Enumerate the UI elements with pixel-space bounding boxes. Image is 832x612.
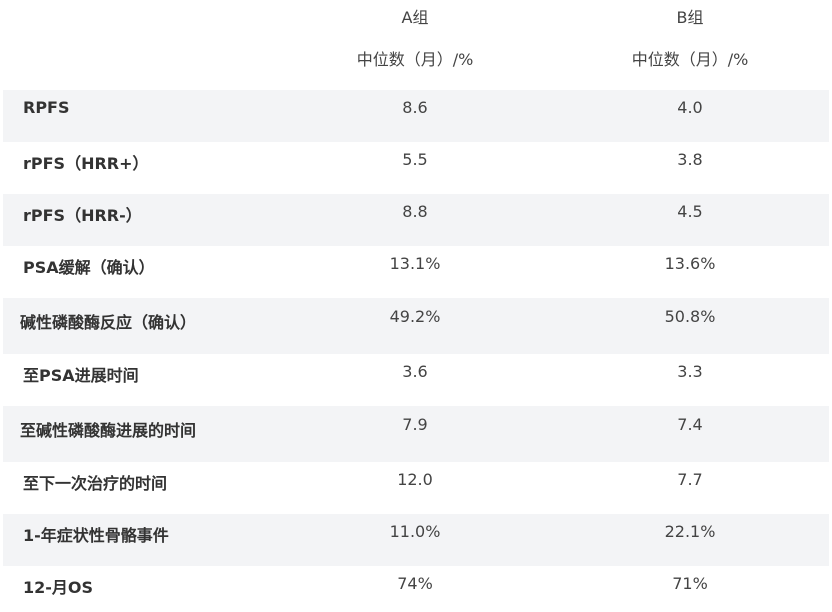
table-row: 至PSA进展时间 3.6 3.3	[3, 354, 829, 406]
group-b-value: 71%	[672, 574, 708, 593]
group-a-value: 3.6	[402, 362, 428, 381]
row-label: 至碱性磷酸酶进展的时间	[20, 421, 197, 440]
column-subheader-group-b: 中位数（月）/%	[631, 50, 749, 69]
group-b-value: 4.5	[677, 202, 703, 221]
group-a-value: 49.2%	[389, 307, 441, 326]
table-row: 12-月OS 74% 71%	[3, 566, 829, 612]
table-row: 至下一次治疗的时间 12.0 7.7	[3, 462, 829, 514]
group-b-value: 22.1%	[664, 522, 716, 541]
group-a-value: 11.0%	[389, 522, 441, 541]
group-b-value: 7.4	[677, 415, 703, 434]
row-label: 至下一次治疗的时间	[23, 474, 168, 493]
group-b-value: 50.8%	[664, 307, 716, 326]
table-row: RPFS 8.6 4.0	[3, 90, 829, 142]
table-row: 碱性磷酸酶反应（确认） 49.2% 50.8%	[3, 298, 829, 354]
table-row: 1-年症状性骨骼事件 11.0% 22.1%	[3, 514, 829, 566]
group-b-value: 4.0	[677, 98, 703, 117]
group-a-value: 74%	[397, 574, 433, 593]
group-a-value: 8.6	[402, 98, 428, 117]
group-a-value: 12.0	[397, 470, 433, 489]
row-label: 至PSA进展时间	[23, 366, 139, 385]
table-row: rPFS（HRR-） 8.8 4.5	[3, 194, 829, 246]
row-label: 1-年症状性骨骼事件	[23, 526, 169, 545]
group-b-value: 3.8	[677, 150, 703, 169]
row-label: RPFS	[23, 98, 70, 117]
row-label: rPFS（HRR+）	[23, 154, 149, 173]
row-label: PSA缓解（确认）	[23, 258, 155, 277]
table-row: rPFS（HRR+） 5.5 3.8	[3, 142, 829, 194]
column-subheader-group-a: 中位数（月）/%	[356, 50, 474, 69]
table-header: A组 B组 中位数（月）/% 中位数（月）/%	[0, 0, 832, 90]
group-b-value: 13.6%	[664, 254, 716, 273]
table-row: PSA缓解（确认） 13.1% 13.6%	[3, 246, 829, 298]
group-a-value: 7.9	[402, 415, 428, 434]
group-b-value: 7.7	[677, 470, 703, 489]
row-label: 12-月OS	[23, 578, 94, 597]
column-header-group-a: A组	[401, 8, 429, 27]
group-a-value: 8.8	[402, 202, 428, 221]
row-label: 碱性磷酸酶反应（确认）	[20, 313, 197, 332]
group-b-value: 3.3	[677, 362, 703, 381]
column-header-group-b: B组	[676, 8, 704, 27]
row-label: rPFS（HRR-）	[23, 206, 142, 225]
group-a-value: 5.5	[402, 150, 428, 169]
group-a-value: 13.1%	[389, 254, 441, 273]
table-row: 至碱性磷酸酶进展的时间 7.9 7.4	[3, 406, 829, 462]
